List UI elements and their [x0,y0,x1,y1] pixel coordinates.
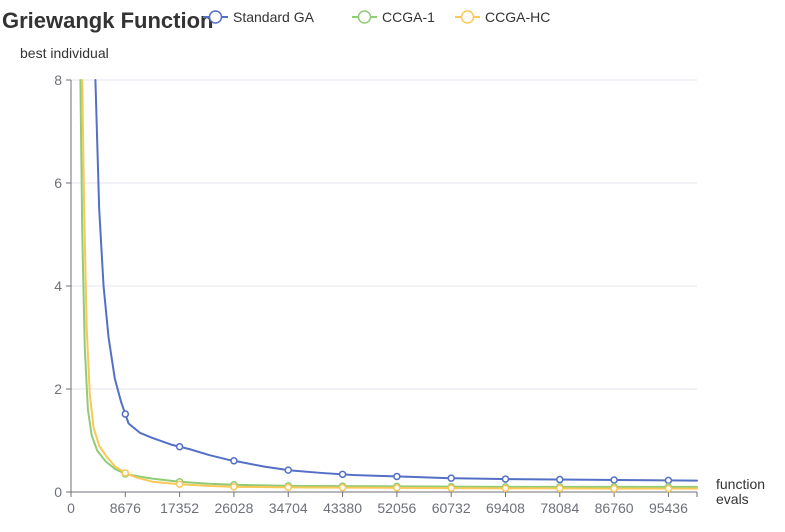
data-point[interactable] [447,484,455,492]
data-point[interactable] [393,484,401,492]
x-tick-label: 43380 [323,500,362,516]
x-tick-label: 8676 [110,500,141,516]
x-tick-label: 34704 [269,500,308,516]
data-point[interactable] [121,469,130,477]
legend-label: CCGA-1 [382,9,435,25]
data-point[interactable] [556,475,564,484]
x-axis-label: function evals [716,476,769,507]
grid-lines [71,79,697,390]
y-tick-label: 8 [54,72,62,88]
x-tick-label: 69408 [486,500,525,516]
data-point[interactable] [338,470,347,479]
data-point[interactable] [230,457,238,465]
legend-label: CCGA-HC [485,9,550,25]
x-tick-label: 52056 [377,500,416,516]
series-line [81,79,698,490]
data-point[interactable] [338,483,347,492]
data-point[interactable] [230,483,238,491]
data-point[interactable] [175,442,184,451]
axes: 0 2 4 6 8 0 8676 17352 26028 34704 43380 52056 60732… [54,72,698,516]
legend-marker [460,10,475,24]
legend-item[interactable]: Standard GA [203,9,315,25]
x-axis-label-line-2: evals [716,491,749,507]
x-tick-label: 60732 [432,500,471,516]
data-point[interactable] [284,483,292,492]
y-axis-label: best individual [20,45,109,61]
x-tick-label: 86760 [595,500,634,516]
legend-item[interactable]: CCGA-1 [352,9,435,25]
series-ccga-1 [79,79,698,491]
legend[interactable]: Standard GA CCGA-1 CCGA-HC [203,9,550,25]
data-point[interactable] [610,476,618,484]
data-point[interactable] [393,472,401,481]
x-tick-label: 17352 [160,500,199,516]
data-point[interactable] [556,484,564,493]
data-point[interactable] [664,484,673,493]
x-tick-label: 26028 [214,500,253,516]
x-tick-label: 95436 [649,500,688,516]
data-point[interactable] [501,475,510,483]
data-point[interactable] [447,474,455,482]
series-ccga-hc [81,79,698,493]
x-tick-label: 0 [67,500,75,516]
chart-title: Griewangk Function [2,8,213,33]
x-axis-label-line-1: function [716,476,765,492]
series-layer [79,79,698,493]
series-line [94,79,698,482]
y-tick-label: 2 [54,381,62,397]
y-tick-label: 4 [54,278,62,294]
legend-marker [208,10,223,24]
legend-item[interactable]: CCGA-HC [455,9,550,25]
series-standard-ga [94,79,698,485]
y-tick-label: 6 [54,175,62,191]
legend-label: Standard GA [233,9,315,25]
data-point[interactable] [121,410,130,418]
x-tick-label: 78084 [540,500,579,516]
data-point[interactable] [284,466,292,474]
data-point[interactable] [664,476,673,485]
series-line [79,79,698,488]
y-tick-label: 0 [54,484,62,500]
data-point[interactable] [501,484,510,493]
data-point[interactable] [610,484,618,493]
legend-marker [357,10,372,24]
data-point[interactable] [175,480,184,489]
